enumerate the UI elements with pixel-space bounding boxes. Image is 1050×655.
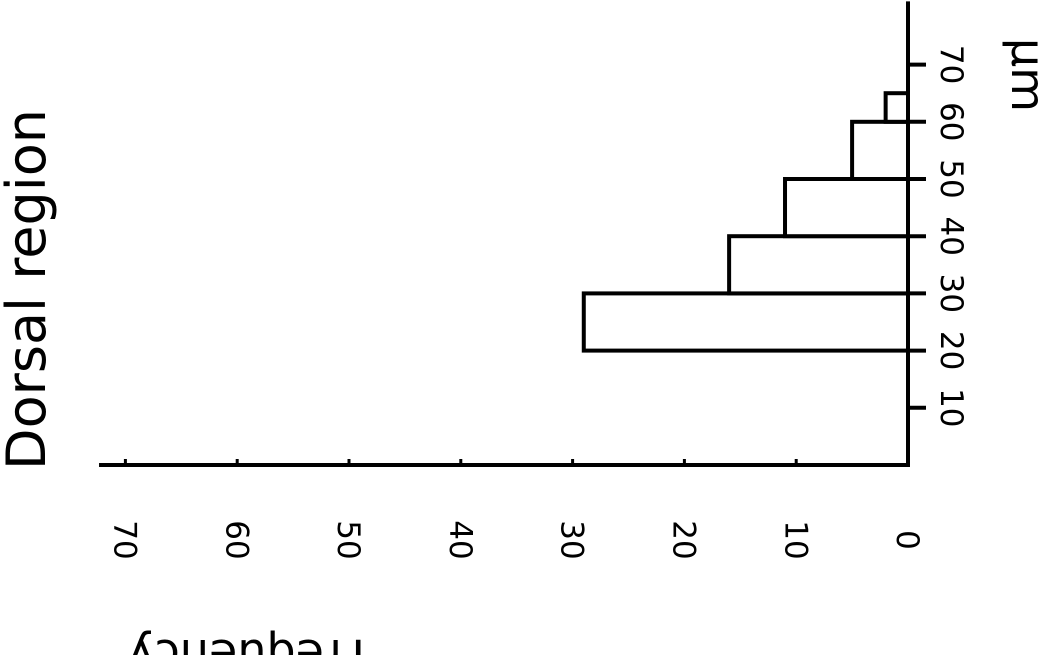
chart-title: Dorsal region: [0, 109, 58, 470]
x-tick-label: 40: [933, 216, 969, 255]
x-tick-label: 70: [933, 45, 969, 84]
bars-group: [581, 91, 911, 353]
y-tick-label: 70: [107, 520, 143, 559]
y-tick-label: 0: [889, 530, 925, 550]
y-tick-label: 50: [330, 520, 366, 559]
x-tick-label: 20: [933, 331, 969, 370]
y-tick-label: 40: [442, 520, 478, 559]
bar-60-65: [883, 91, 911, 124]
x-tick-label: 30: [933, 274, 969, 313]
bin-ticks: 10 20 30 40 50 60 70: [908, 45, 969, 428]
x-axis-title: µm: [1001, 38, 1050, 112]
y-tick-label: 10: [777, 520, 813, 559]
x-tick-label: 10: [933, 388, 969, 427]
frequency-ticks: 0 10 20 30 40 50 60 70: [107, 459, 925, 560]
bar-50-60: [850, 119, 910, 182]
y-axis-title: Frequency: [127, 629, 365, 655]
y-tick-label: 20: [666, 520, 702, 559]
y-tick-label: 30: [554, 520, 590, 559]
bar-40-50: [783, 177, 911, 239]
bar-30-40: [727, 234, 910, 296]
y-tick-label: 60: [218, 520, 254, 559]
x-tick-label: 50: [933, 159, 969, 198]
x-tick-label: 60: [933, 102, 969, 141]
bar-20-30: [581, 291, 911, 353]
